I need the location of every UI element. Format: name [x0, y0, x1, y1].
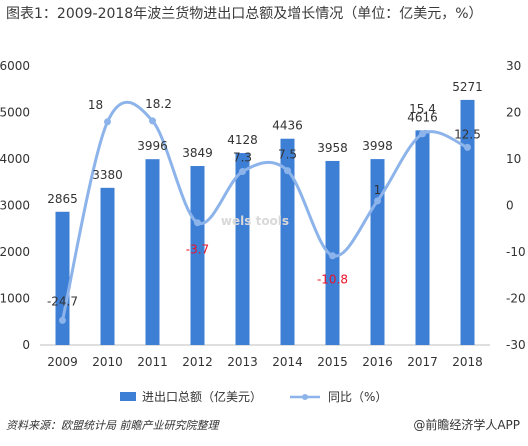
- bar-value-label: 3849: [182, 146, 213, 160]
- x-tick-label: 2012: [182, 355, 213, 369]
- growth-point: [284, 167, 291, 175]
- x-tick-label: 2018: [452, 355, 483, 369]
- growth-value-label: 18.2: [145, 97, 172, 111]
- legend-bar-label: 进出口总额（亿美元）: [142, 389, 262, 404]
- bar: [415, 130, 430, 345]
- bar-value-label: 3380: [92, 168, 123, 182]
- x-tick-label: 2010: [92, 355, 123, 369]
- y-right-tick-label: -10: [506, 245, 526, 259]
- axes-group: 0 1000 2000 3000 4000 5000 6000 -30 -20 -10 0 10 20 3…: [0, 59, 526, 369]
- bar: [190, 166, 205, 345]
- growth-point: [419, 130, 426, 138]
- y-left-tick-label: 0: [22, 338, 30, 352]
- bar-value-label: 3996: [137, 139, 168, 153]
- growth-value-label: 7.5: [278, 148, 297, 162]
- growth-value-label: 7.3: [233, 151, 252, 165]
- growth-line: [61, 100, 469, 321]
- bar-value-label: 4128: [227, 133, 258, 147]
- legend-line-label: 同比（%）: [328, 390, 387, 404]
- growth-point: [464, 143, 471, 151]
- x-tick-label: 2009: [47, 355, 78, 369]
- growth-point: [329, 252, 336, 260]
- bar: [280, 138, 295, 345]
- legend-line-marker: [302, 394, 308, 400]
- x-tick-label: 2016: [362, 355, 393, 369]
- bar-value-label: 2865: [47, 192, 78, 206]
- growth-point: [149, 117, 156, 125]
- growth-value-label: 1: [374, 183, 382, 197]
- line-group: [59, 100, 471, 324]
- y-right-tick-label: -20: [506, 292, 526, 306]
- chart-title: 图表1：2009-2018年波兰货物进出口总额及增长情况（单位：亿美元，%）: [6, 6, 483, 22]
- labels-group: 2865 3380 3996 3849 4128 4436 3958 3998 4616 5271…: [47, 80, 483, 308]
- watermark: wels tools: [221, 214, 289, 228]
- bar: [235, 153, 250, 345]
- bar: [460, 99, 475, 345]
- y-left-tick-label: 2000: [0, 245, 30, 259]
- y-left-tick-label: 4000: [0, 152, 30, 166]
- growth-value-label: -3.7: [186, 243, 209, 257]
- y-left-tick-label: 5000: [0, 106, 30, 120]
- legend: 进出口总额（亿美元） 同比（%）: [120, 389, 387, 404]
- brand-label: @前瞻经济学人APP: [413, 418, 520, 432]
- bar-value-label: 3998: [362, 139, 393, 153]
- x-tick-label: 2014: [272, 355, 303, 369]
- growth-point: [194, 219, 201, 227]
- bar-value-label: 3958: [317, 141, 348, 155]
- bar: [145, 159, 160, 345]
- growth-point: [374, 197, 381, 205]
- bar-value-label: 4436: [272, 119, 303, 133]
- bars-group: [55, 99, 475, 345]
- x-tick-label: 2017: [407, 355, 438, 369]
- bar: [100, 187, 115, 345]
- growth-point: [59, 316, 66, 324]
- growth-value-label: -10.8: [317, 273, 348, 287]
- y-left-tick-label: 6000: [0, 59, 30, 73]
- source-note: 资料来源：欧盟统计局 前瞻产业研究院整理: [6, 419, 219, 432]
- growth-value-label: 18: [88, 98, 103, 112]
- y-right-tick-label: -30: [506, 338, 526, 352]
- bar: [55, 211, 70, 345]
- y-right-tick-label: 20: [506, 106, 521, 120]
- growth-value-label: 15.4: [409, 102, 436, 116]
- growth-value-label: 12.5: [454, 127, 481, 141]
- growth-value-label: -24.7: [47, 294, 78, 308]
- growth-point: [104, 118, 111, 126]
- legend-bar-swatch: [120, 392, 136, 401]
- bar-value-label: 5271: [452, 80, 483, 94]
- y-left-tick-label: 1000: [0, 292, 30, 306]
- x-tick-label: 2013: [227, 355, 258, 369]
- growth-point: [239, 168, 246, 176]
- y-left-tick-label: 3000: [0, 199, 30, 213]
- x-tick-label: 2011: [137, 355, 168, 369]
- y-right-tick-label: 30: [506, 59, 521, 73]
- x-tick-label: 2015: [317, 355, 348, 369]
- y-right-tick-label: 0: [506, 199, 514, 213]
- y-right-tick-label: 10: [506, 152, 521, 166]
- bar-value-label: 4616: [407, 110, 438, 124]
